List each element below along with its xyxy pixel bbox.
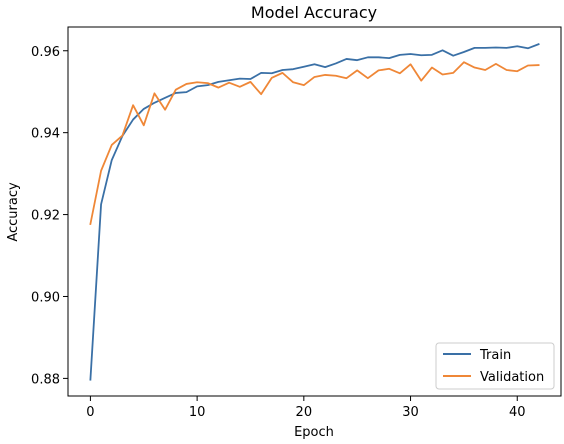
series-line-validation [89,61,540,226]
y-tick-label: 0.92 [31,209,60,224]
y-axis-label: Accuracy [6,182,21,242]
y-axis: 0.88 0.90 0.92 0.94 0.96 [31,45,68,387]
x-tick-label: 10 [189,405,206,420]
plot-frame [67,26,562,397]
y-tick-label: 0.96 [31,45,60,60]
y-tick-label: 0.90 [31,290,60,305]
series-line-train [89,43,540,381]
x-tick-label: 40 [509,405,526,420]
x-axis-label: Epoch [294,425,334,440]
legend-label-validation: Validation [480,370,544,385]
y-tick-label: 0.88 [31,372,60,387]
legend: Train Validation [435,342,555,390]
chart-title: Model Accuracy [251,3,377,22]
y-tick-label: 0.94 [31,127,60,142]
x-tick-label: 30 [402,405,419,420]
x-axis: 0 10 20 30 40 [86,396,526,420]
series-layer [89,43,540,381]
x-tick-label: 20 [296,405,313,420]
legend-label-train: Train [479,348,511,363]
x-tick-label: 0 [86,405,94,420]
